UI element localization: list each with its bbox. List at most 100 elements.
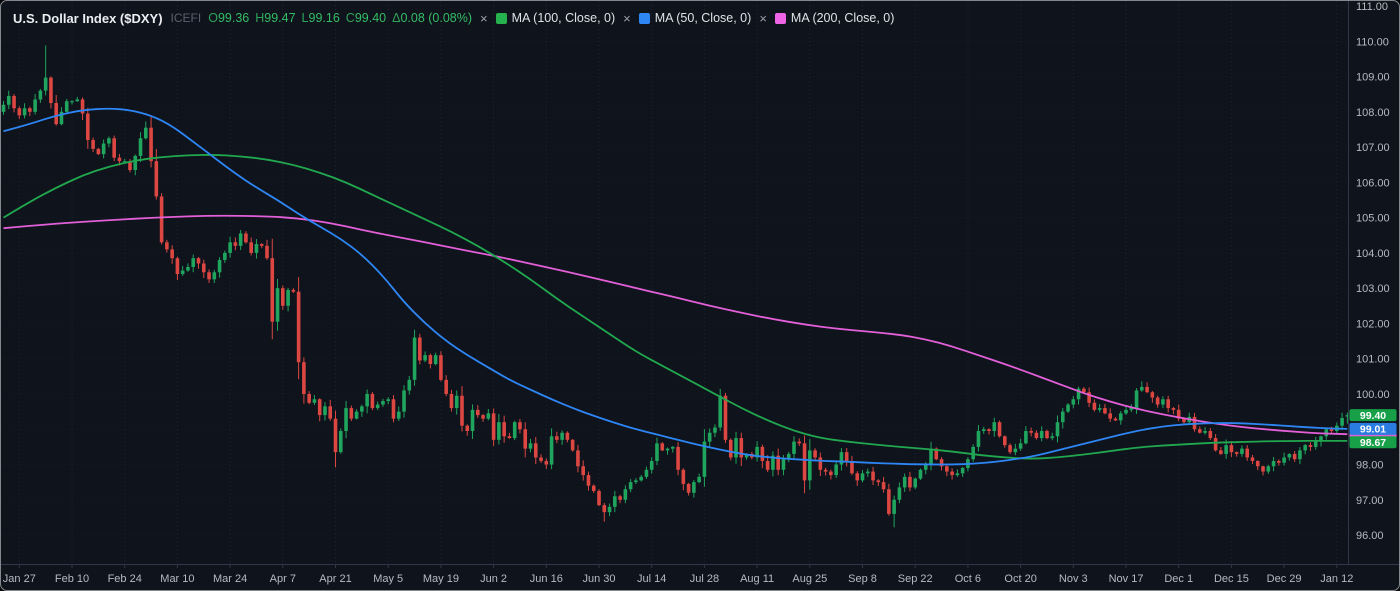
candle-body <box>28 108 32 112</box>
candle-body <box>286 289 290 306</box>
candle-body <box>196 258 201 264</box>
candle-body <box>476 409 480 416</box>
candle-body <box>823 469 828 472</box>
candle-body <box>1313 441 1318 447</box>
candle-body <box>191 258 196 267</box>
candle-body <box>655 443 659 461</box>
candle-body <box>149 127 153 162</box>
close-series-icon[interactable]: × <box>480 10 488 26</box>
indicator-ma200[interactable]: MA (200, Close, 0) <box>774 11 894 25</box>
candle-body <box>760 446 765 461</box>
ma50-color-swatch <box>638 12 650 24</box>
ohlc-close: C99.40 <box>345 11 387 25</box>
candle-body <box>839 452 844 465</box>
indicator-ma50[interactable]: MA (50, Close, 0) <box>638 11 751 25</box>
time-axis-label: Jun 30 <box>582 573 615 585</box>
candle-body <box>96 148 101 155</box>
candle-body <box>1024 431 1028 444</box>
indicator-ma100[interactable]: MA (100, Close, 0) <box>495 11 616 25</box>
candle-body <box>670 446 675 449</box>
ma100-line <box>3 154 1348 460</box>
price-axis-label: 108.00 <box>1356 107 1390 119</box>
time-axis-label: Jul 14 <box>637 573 666 585</box>
symbol-title[interactable]: U.S. Dollar Index ($DXY) <box>13 10 163 26</box>
candle-body <box>871 471 875 481</box>
candle-body <box>686 483 691 493</box>
candle-body <box>1303 445 1307 451</box>
candle-body <box>555 436 559 440</box>
candle-body <box>439 355 443 380</box>
candle-body <box>143 127 148 139</box>
candle-body <box>860 473 865 481</box>
candle-body <box>423 355 427 361</box>
candle-body <box>6 95 11 105</box>
close-ma100-icon[interactable]: × <box>623 10 631 26</box>
candle-body <box>396 411 401 419</box>
candle-body <box>296 291 301 363</box>
candle-body <box>570 439 575 451</box>
candle-body <box>391 399 396 419</box>
time-axis-label: Dec 1 <box>1164 573 1193 585</box>
ma100-color-swatch <box>495 12 507 24</box>
candle-body <box>581 466 585 476</box>
candle-body <box>981 429 986 432</box>
last-price-badge <box>1349 409 1397 422</box>
candle-body <box>744 453 749 458</box>
candle-body <box>1060 411 1065 423</box>
time-axis-label: Nov 3 <box>1059 573 1088 585</box>
candle-body <box>228 242 232 253</box>
candle-body <box>481 415 485 419</box>
candle-body <box>207 272 211 280</box>
candle-body <box>855 473 860 481</box>
time-axis-label: Oct 6 <box>955 573 981 585</box>
candle-body <box>649 460 654 470</box>
candle-body <box>1234 452 1239 454</box>
ma100-price-badge <box>1349 436 1397 449</box>
candle-body <box>360 406 364 412</box>
candle-body <box>38 90 43 100</box>
time-axis-label: Sep 8 <box>848 573 877 585</box>
candle-body <box>560 432 564 440</box>
candle-body <box>1219 450 1223 454</box>
candle-body <box>43 77 48 91</box>
exchange-label: ICEFI <box>170 11 202 25</box>
candle-body <box>634 480 638 483</box>
close-ma50-icon[interactable]: × <box>759 10 767 26</box>
candle-body <box>602 505 607 513</box>
candle-body <box>1087 392 1091 403</box>
candle-body <box>987 429 991 432</box>
time-axis-label: Sep 22 <box>898 573 933 585</box>
candle-body <box>597 490 601 506</box>
candle-body <box>976 431 981 447</box>
candle-body <box>70 101 74 103</box>
candle-body <box>1103 408 1107 414</box>
candle-body <box>971 446 975 460</box>
candle-body <box>54 102 58 125</box>
ma100-label: MA (100, Close, 0) <box>511 11 616 25</box>
candle-body <box>813 450 817 458</box>
candle-body <box>1161 399 1165 405</box>
candle-body <box>502 422 506 437</box>
candle-body <box>1197 429 1202 433</box>
candle-body <box>755 446 759 458</box>
ma50-price-badge <box>1349 422 1397 435</box>
candle-body <box>159 196 164 243</box>
candle-body <box>370 393 375 409</box>
candle-body <box>892 499 896 514</box>
candle-body <box>323 406 327 416</box>
candle-body <box>86 113 90 141</box>
candle-body <box>1145 386 1149 393</box>
candle-body <box>665 448 670 451</box>
candle-body <box>1150 392 1155 398</box>
price-axis-label: 102.00 <box>1356 318 1390 330</box>
time-axis-label: Oct 20 <box>1004 573 1036 585</box>
candle-body <box>170 249 174 259</box>
candle-body <box>955 473 960 476</box>
candle-body <box>934 448 939 460</box>
candle-body <box>765 460 770 470</box>
price-axis-label: 111.00 <box>1356 1 1388 13</box>
candle-body <box>122 161 127 163</box>
candle-body <box>734 438 738 458</box>
time-axis-label: Jun 2 <box>480 573 507 585</box>
